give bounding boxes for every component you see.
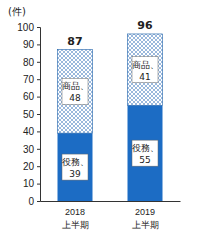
y-tick-label: 90 bbox=[23, 39, 35, 50]
x-tick-label: 2018上半期 bbox=[62, 207, 89, 230]
y-tick-label: 10 bbox=[23, 178, 35, 189]
data-labels: 役務、 39 役務、 55 商品、 48 商品、 41 bbox=[62, 57, 159, 180]
total-label: 96 bbox=[137, 19, 153, 32]
y-tick: 70 bbox=[23, 74, 40, 85]
y-tick: 10 bbox=[23, 178, 40, 189]
y-tick-mark bbox=[37, 27, 40, 28]
bar-segment bbox=[58, 50, 93, 134]
y-tick: 20 bbox=[23, 161, 40, 172]
y-tick-mark bbox=[37, 166, 40, 167]
data-label-value: 48 bbox=[69, 93, 81, 103]
y-tick: 100 bbox=[17, 22, 40, 33]
y-tick-label: 100 bbox=[17, 22, 34, 33]
data-label-value: 39 bbox=[69, 169, 81, 179]
y-axis: 0 10 20 30 40 50 60 70 80 90 100 bbox=[17, 22, 40, 207]
data-label-name: 役務、 bbox=[62, 157, 89, 167]
bar-segment bbox=[128, 34, 163, 105]
y-tick-label: 50 bbox=[23, 109, 35, 120]
data-label-name: 商品、 bbox=[132, 60, 159, 70]
y-tick-mark bbox=[37, 79, 40, 80]
data-label-box bbox=[132, 57, 158, 83]
y-tick-label: 20 bbox=[23, 161, 35, 172]
x-tick: 2019上半期 bbox=[132, 201, 159, 230]
data-label-box bbox=[62, 154, 88, 180]
y-tick: 80 bbox=[23, 57, 40, 68]
data-label-box bbox=[62, 78, 88, 104]
y-tick: 90 bbox=[23, 39, 40, 50]
x-tick: 2018上半期 bbox=[62, 201, 89, 230]
y-tick-label: 0 bbox=[28, 196, 34, 207]
data-label-box bbox=[132, 140, 158, 166]
data-label-name: 役務、 bbox=[132, 143, 159, 153]
y-tick: 0 bbox=[28, 196, 40, 207]
data-label-value: 55 bbox=[139, 155, 150, 165]
y-tick-mark bbox=[37, 131, 40, 132]
y-tick-label: 70 bbox=[23, 74, 35, 85]
total-label: 87 bbox=[67, 35, 82, 48]
chart: 0 10 20 30 40 50 60 70 80 90 100 2018上半期 2019上半期 (件) 役… bbox=[0, 0, 219, 242]
y-tick-label: 30 bbox=[23, 144, 35, 155]
y-axis-line bbox=[37, 28, 41, 202]
data-label-value: 41 bbox=[139, 72, 150, 82]
data-label-name: 商品、 bbox=[62, 81, 89, 91]
y-tick: 40 bbox=[23, 126, 40, 137]
bars bbox=[58, 34, 163, 201]
y-tick-label: 40 bbox=[23, 126, 35, 137]
bar-segment bbox=[128, 105, 163, 201]
y-tick-label: 60 bbox=[23, 91, 35, 102]
x-axis-line bbox=[41, 201, 181, 202]
y-tick-mark bbox=[37, 62, 40, 63]
y-tick-mark bbox=[37, 97, 40, 98]
y-tick: 30 bbox=[23, 144, 40, 155]
y-tick-mark bbox=[37, 44, 40, 45]
y-tick-mark bbox=[37, 184, 40, 185]
y-tick: 60 bbox=[23, 91, 40, 102]
x-axis: 2018上半期 2019上半期 bbox=[41, 201, 181, 230]
y-tick-mark bbox=[37, 201, 40, 202]
y-tick-mark bbox=[37, 149, 40, 150]
y-tick: 50 bbox=[23, 109, 40, 120]
bar-segment bbox=[58, 133, 93, 201]
x-tick-label: 2019上半期 bbox=[132, 207, 159, 230]
y-tick-mark bbox=[37, 114, 40, 115]
y-tick-label: 80 bbox=[23, 57, 35, 68]
y-axis-title: (件) bbox=[8, 6, 26, 17]
